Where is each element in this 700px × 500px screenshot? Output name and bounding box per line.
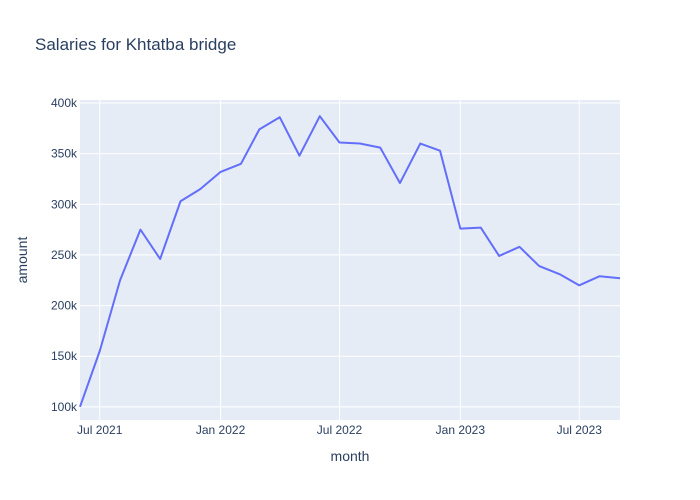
y-axis-title: amount <box>14 237 30 284</box>
x-tick-label: Jul 2023 <box>557 423 603 437</box>
plot-area <box>80 100 620 420</box>
y-tick-label: 300k <box>51 197 78 211</box>
y-tick-label: 250k <box>51 248 78 262</box>
y-tick-label: 200k <box>51 299 78 313</box>
x-tick-label: Jan 2023 <box>436 423 486 437</box>
chart-title: Salaries for Khtatba bridge <box>35 35 236 54</box>
x-tick-label: Jul 2021 <box>77 423 123 437</box>
y-tick-label: 150k <box>51 349 78 363</box>
series-line <box>79 115 621 408</box>
x-tick-label: Jan 2022 <box>196 423 246 437</box>
tick-labels: 100k 150k 200k 250k 300k 350k 400k Jul 2021 Jan … <box>51 96 602 437</box>
gridlines <box>80 100 620 420</box>
y-tick-label: 350k <box>51 147 78 161</box>
y-tick-label: 100k <box>51 400 78 414</box>
x-axis-title: month <box>331 448 370 464</box>
x-tick-label: Jul 2022 <box>317 423 363 437</box>
y-tick-label: 400k <box>51 96 78 110</box>
series-layer <box>79 115 621 408</box>
